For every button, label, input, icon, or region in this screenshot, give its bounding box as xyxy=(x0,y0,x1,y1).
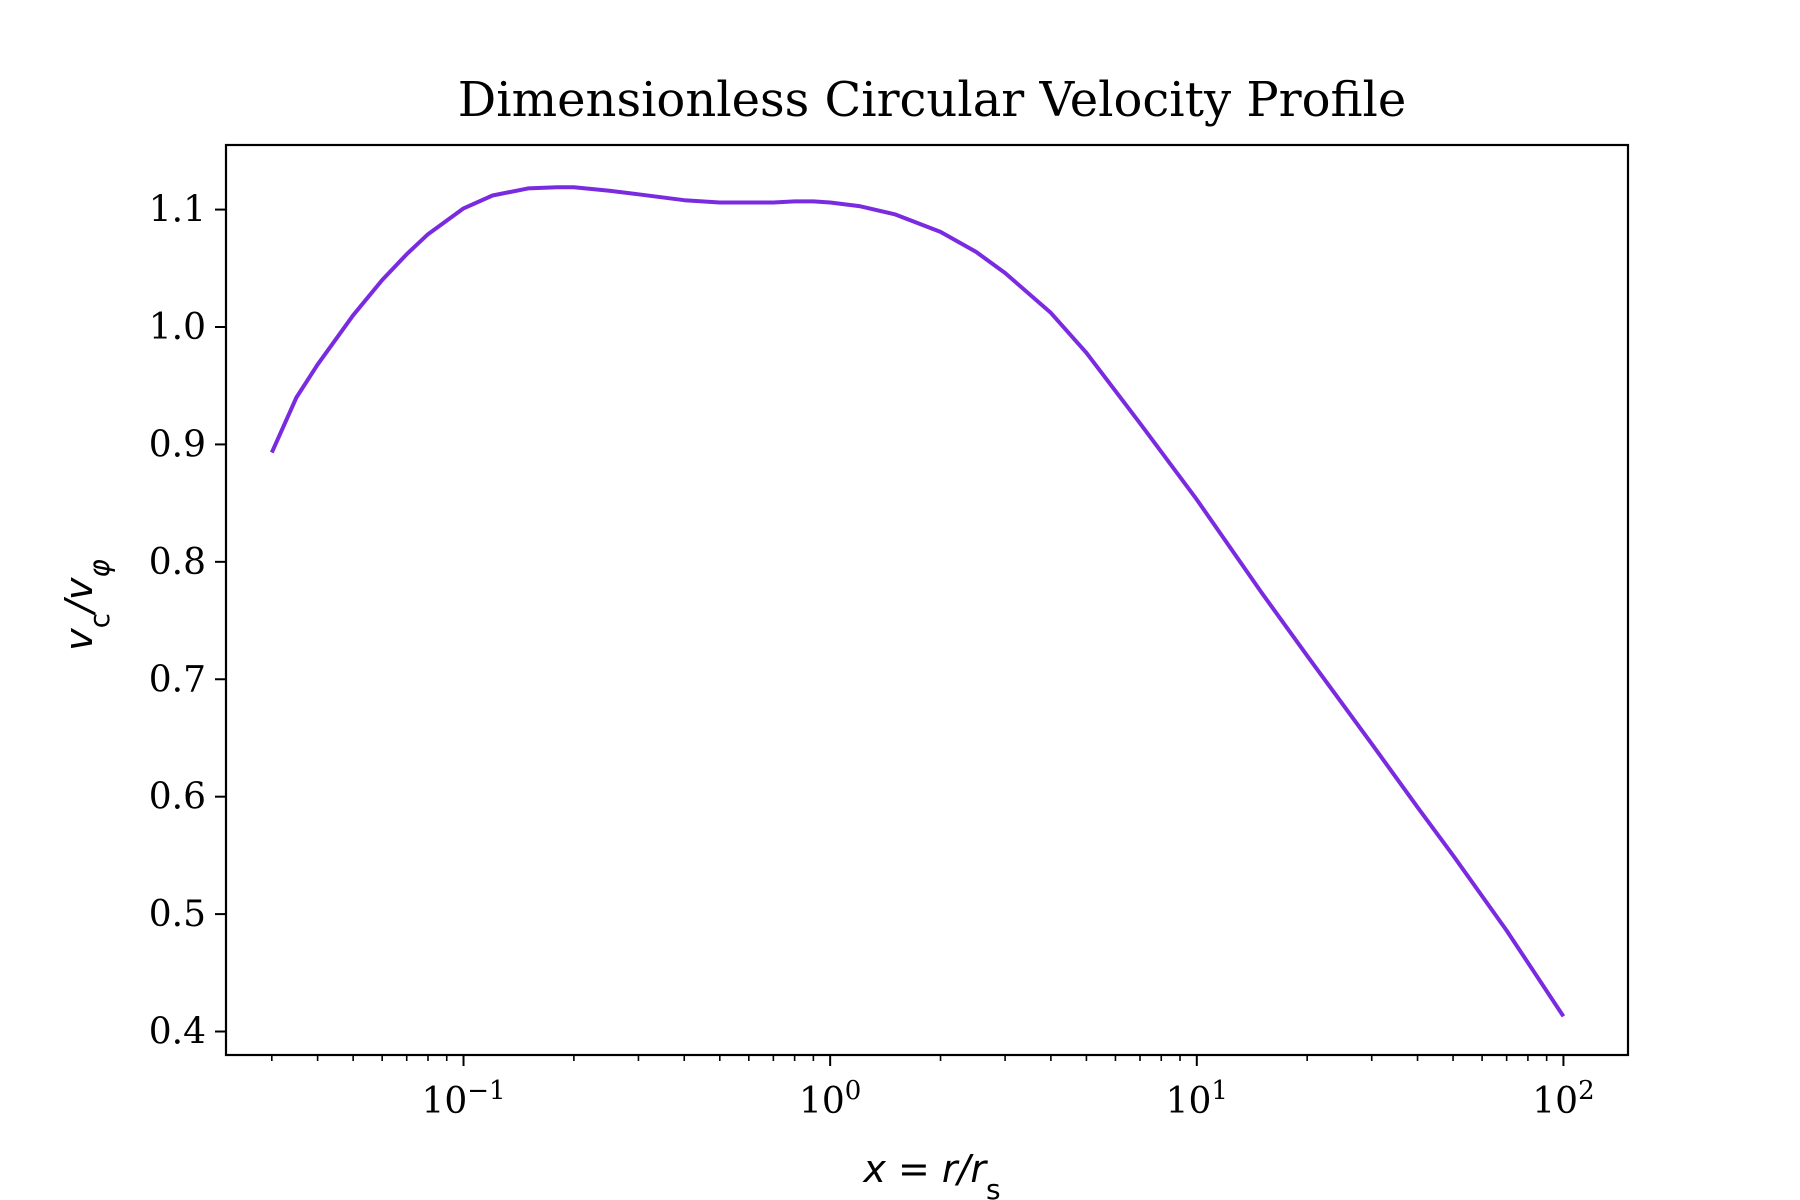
y-tick-label: 1.1 xyxy=(149,190,206,231)
y-tick-label: 0.7 xyxy=(149,659,206,700)
y-tick-label: 0.8 xyxy=(149,542,206,583)
x-axis-label: x = r/rs xyxy=(862,1147,1000,1200)
series-layer xyxy=(269,185,1566,1018)
axes-frame xyxy=(224,143,1630,1057)
y-ticks: 0.4 0.5 0.6 0.7 0.8 0.9 1.0 1.1 xyxy=(149,190,226,1053)
x-tick-label: 102 xyxy=(1532,1076,1594,1122)
series-line-0 xyxy=(269,185,1566,1018)
x-ticks: 10−1 100 101 102 xyxy=(271,1055,1595,1122)
y-tick-label: 0.4 xyxy=(149,1012,206,1053)
x-tick-label: 10−1 xyxy=(421,1076,505,1122)
y-axis-label: vc/vφ xyxy=(57,559,116,651)
y-tick-label: 0.9 xyxy=(149,424,206,465)
y-tick-label: 1.0 xyxy=(149,307,206,348)
x-tick-label: 100 xyxy=(799,1076,861,1122)
svg-text:vc/vφ: vc/vφ xyxy=(57,559,116,651)
y-tick-label: 0.6 xyxy=(149,777,206,818)
plot-area: 10−1 100 101 102 0.4 0.5 0.6 0.7 0.8 0.9 1.0 1.1 xyxy=(149,143,1630,1122)
x-tick-label: 101 xyxy=(1166,1076,1228,1122)
y-tick-label: 0.5 xyxy=(149,894,206,935)
chart-title: Dimensionless Circular Velocity Profile xyxy=(458,72,1406,128)
